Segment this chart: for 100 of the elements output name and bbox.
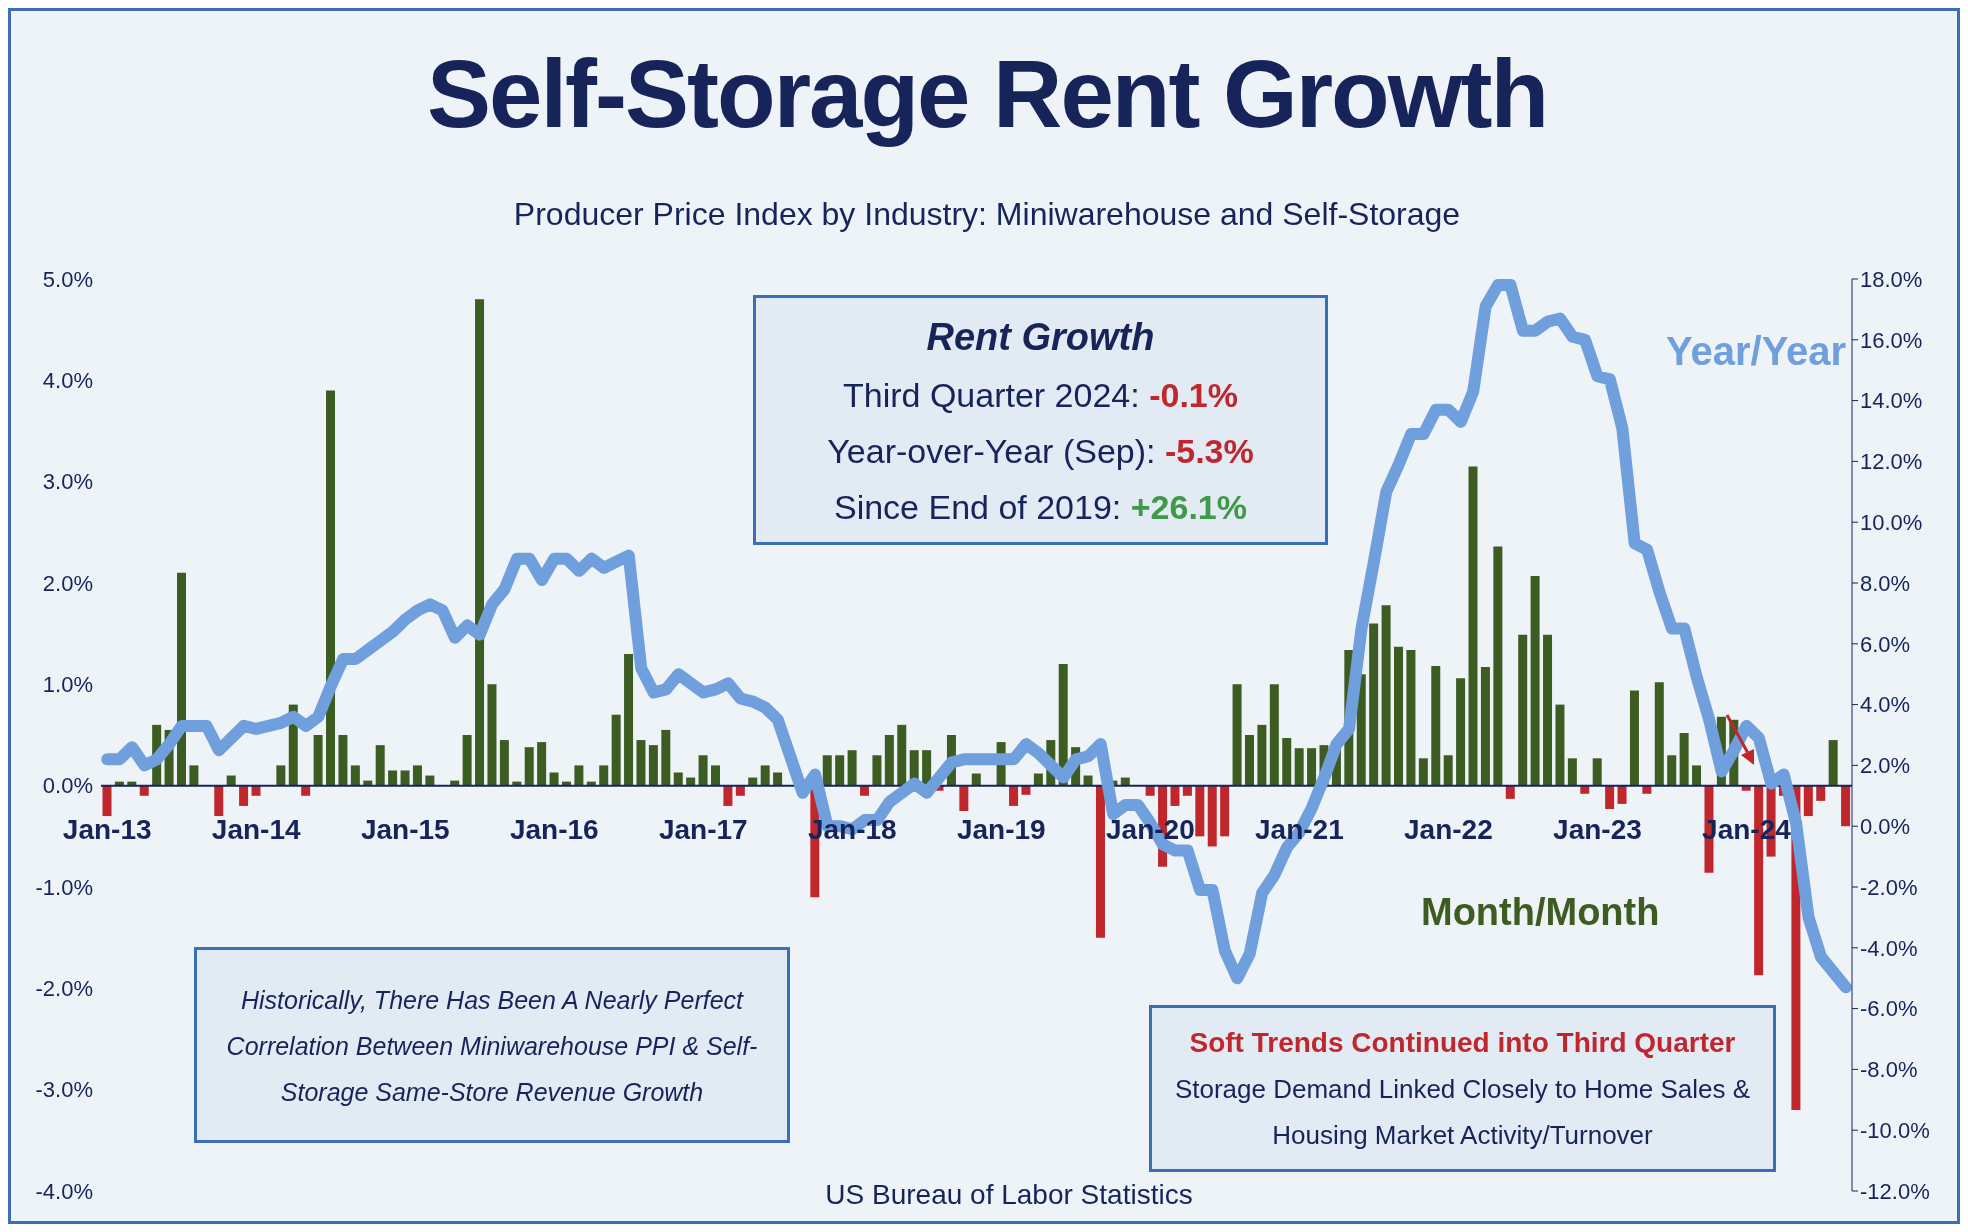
bar — [1269, 684, 1279, 786]
bar — [624, 653, 634, 786]
bar — [1543, 634, 1553, 786]
bar — [1431, 666, 1441, 786]
bar — [822, 755, 832, 786]
bar — [1095, 785, 1105, 938]
bar — [462, 735, 472, 786]
y2-tick-label: 2.0% — [1860, 753, 1911, 779]
annotation: Year-over-Year (Sep): — [827, 432, 1156, 470]
bar — [1816, 785, 1826, 801]
bar — [400, 770, 410, 786]
x-tick-label: Jan-23 — [1553, 814, 1642, 845]
bar — [673, 772, 683, 786]
bar — [723, 785, 733, 806]
bar — [1456, 678, 1466, 786]
bar — [239, 785, 249, 806]
x-tick-label: Jan-13 — [62, 814, 152, 845]
bar — [412, 765, 422, 786]
bar — [1679, 732, 1689, 786]
bar — [1170, 785, 1180, 806]
bar — [1841, 785, 1851, 827]
bar — [1207, 785, 1217, 847]
annotation: -0.1% — [1149, 376, 1238, 414]
bar — [326, 390, 336, 786]
bar — [897, 724, 907, 786]
bar — [350, 765, 360, 786]
bar — [1530, 575, 1540, 786]
y2-tick-label: -4.0% — [1860, 935, 1918, 961]
annotation: +26.1% — [1130, 488, 1248, 526]
y2-tick-label: 16.0% — [1860, 327, 1923, 353]
bar — [375, 745, 385, 786]
y-tick-label: 5.0% — [42, 266, 93, 292]
bar — [1803, 785, 1813, 817]
bar — [1493, 546, 1503, 786]
bar — [1617, 785, 1627, 804]
bar — [872, 755, 882, 786]
bar — [189, 765, 199, 786]
y2-tick-label: 14.0% — [1860, 388, 1923, 414]
bar — [1480, 667, 1490, 786]
bar — [1692, 765, 1702, 786]
bar — [1592, 758, 1602, 786]
series-label: Year/Year — [1666, 329, 1847, 374]
series-label: Month/Month — [1421, 891, 1660, 934]
bar — [1828, 740, 1838, 786]
x-tick-label: Jan-16 — [509, 814, 599, 845]
bar — [636, 740, 646, 786]
bar — [549, 772, 559, 786]
bar — [475, 299, 485, 786]
bar — [1629, 690, 1639, 786]
bar — [487, 684, 497, 786]
y-tick-label: 1.0% — [42, 672, 93, 698]
x-tick-label: Jan-15 — [360, 814, 450, 845]
y2-tick-label: -6.0% — [1860, 996, 1918, 1022]
annotation: -5.3% — [1164, 432, 1254, 470]
bar — [648, 745, 658, 786]
bar — [1195, 785, 1205, 837]
y2-tick-label: -8.0% — [1860, 1057, 1918, 1083]
bar — [835, 755, 845, 786]
x-tick-label: Jan-19 — [956, 814, 1046, 845]
y-tick-label: 4.0% — [42, 368, 93, 394]
bar — [971, 773, 981, 786]
annotation: Third Quarter 2024: — [843, 376, 1140, 414]
bar — [1567, 758, 1577, 786]
bar — [1356, 674, 1366, 786]
y2-tick-label: 8.0% — [1860, 570, 1911, 596]
note-panel: Soft Trends Continued into Third Quarter Storage Demand Linked Closely to Home Sales & Housing Market Activity/Turnover — [1149, 1005, 1776, 1172]
bar — [698, 755, 708, 786]
bar — [524, 747, 534, 786]
bar — [599, 765, 609, 786]
annotation: Rent Growth — [925, 316, 1156, 359]
bar — [338, 735, 348, 786]
bar — [313, 735, 323, 786]
annotation: Storage Demand Linked Closely to Home Sales & Housing Market Activity/Turnover — [1173, 1073, 1752, 1152]
bar — [773, 772, 783, 786]
y-tick-label: -1.0% — [35, 874, 93, 900]
bar — [661, 729, 671, 786]
bar — [959, 785, 969, 811]
annotation: US Bureau of Labor Statistics — [825, 1179, 1193, 1210]
annotation: Soft Trends Continued into Third Quarter — [1188, 1026, 1737, 1060]
bar — [1605, 785, 1615, 809]
bar — [1257, 724, 1267, 786]
y2-tick-label: 18.0% — [1860, 266, 1923, 292]
bar — [1220, 785, 1230, 837]
y-tick-label: 2.0% — [42, 570, 93, 596]
bar — [499, 740, 509, 786]
bar — [1033, 773, 1043, 786]
bar — [177, 572, 186, 786]
bar — [1009, 785, 1019, 806]
y2-tick-label: 0.0% — [1860, 814, 1911, 840]
y2-tick-label: 6.0% — [1860, 631, 1911, 657]
bar — [760, 765, 770, 786]
bar — [1307, 748, 1317, 786]
x-tick-label: Jan-17 — [658, 814, 748, 845]
bar — [1406, 649, 1416, 786]
y-tick-label: -4.0% — [35, 1178, 93, 1204]
bar — [1654, 682, 1664, 786]
bar — [1232, 684, 1242, 786]
bar — [537, 742, 547, 786]
bar — [1294, 748, 1304, 786]
bar — [1505, 785, 1515, 799]
